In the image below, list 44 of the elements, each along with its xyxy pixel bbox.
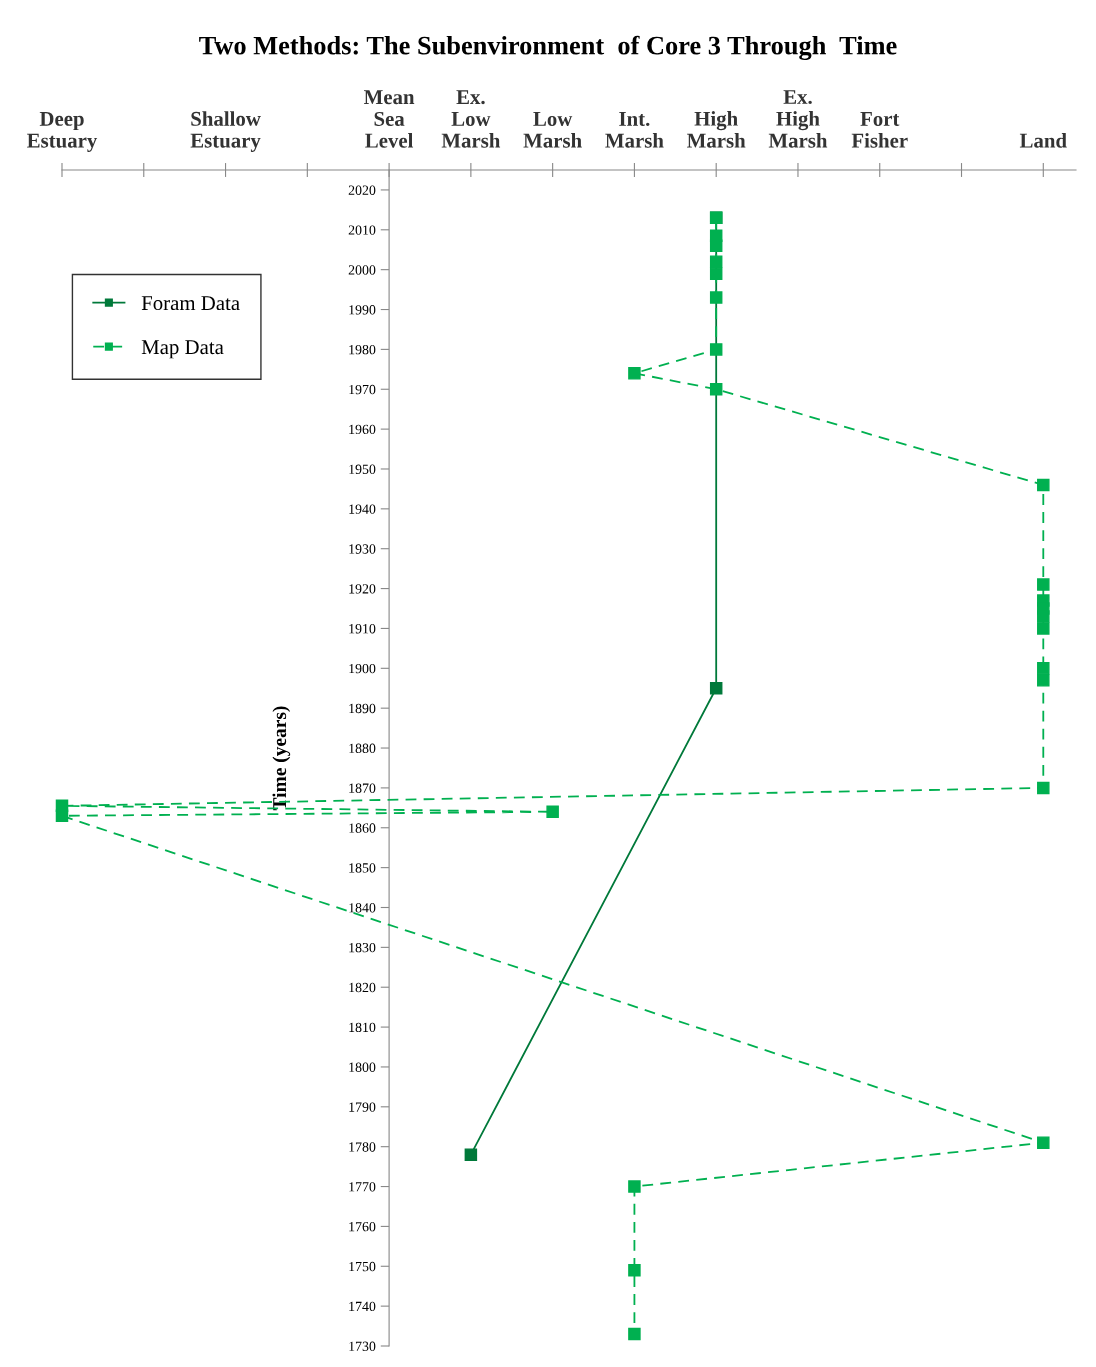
x-tick-label: Land [1019, 133, 1067, 148]
y-tick-label: 1910 [349, 624, 376, 634]
y-tick-label: 1750 [349, 1261, 376, 1272]
x-tick-label: Shallow Estuary [190, 111, 261, 152]
y-tick-label: 1940 [349, 504, 376, 514]
y-tick-label: 1790 [349, 1102, 376, 1112]
y-tick-label: 1810 [349, 1022, 376, 1033]
x-tick-label: High Marsh [687, 111, 746, 148]
legend-label: Foram Data [141, 296, 240, 311]
x-tick-label: Int. Marsh [605, 112, 664, 148]
x-tick-label: Deep Estuary [27, 112, 98, 152]
y-tick-label: 2010 [348, 225, 376, 235]
y-tick-label: 1800 [349, 1062, 376, 1072]
y-tick-label: 1950 [349, 464, 376, 474]
y-tick-label: 1990 [349, 305, 376, 315]
y-tick-label: 1770 [349, 1182, 376, 1192]
x-tick-label: Mean Sea Level [363, 90, 415, 148]
y-tick-label: 1880 [349, 743, 376, 753]
y-tick-label: 1830 [349, 942, 376, 953]
y-tick-label: 1870 [349, 783, 376, 793]
y-tick-label: 1900 [349, 663, 376, 674]
x-tick-label: Low Marsh [523, 112, 582, 148]
y-tick-label: 1890 [349, 703, 376, 714]
y-axis-title: Time (years) [272, 706, 291, 811]
y-tick-label: 1920 [349, 584, 376, 594]
y-tick-label: 2020 [348, 185, 376, 195]
y-tick-label: 1970 [349, 384, 376, 395]
x-tick-label: Ex. Low Marsh [441, 90, 501, 148]
legend-label: Map Data [141, 340, 224, 359]
x-tick-label: Ex. High Marsh [768, 90, 828, 148]
y-tick-label: 1780 [349, 1142, 376, 1152]
x-tick-label: Fort Fisher [851, 112, 908, 148]
y-tick-label: 2000 [348, 265, 376, 275]
y-tick-label: 1960 [349, 424, 376, 435]
y-tick-label: 1820 [349, 982, 376, 993]
y-tick-label: 1980 [349, 344, 376, 355]
y-tick-label: 1840 [349, 903, 376, 913]
y-tick-label: 1930 [349, 544, 376, 554]
y-tick-label: 1850 [349, 863, 376, 873]
y-tick-label: 1760 [349, 1221, 376, 1232]
chart-title: Two Methods: The Subenvironment of Core 3 Through Time [199, 35, 897, 61]
y-tick-label: 1860 [349, 823, 376, 833]
y-tick-label: 1740 [349, 1301, 376, 1312]
y-tick-label: 1730 [349, 1341, 376, 1351]
